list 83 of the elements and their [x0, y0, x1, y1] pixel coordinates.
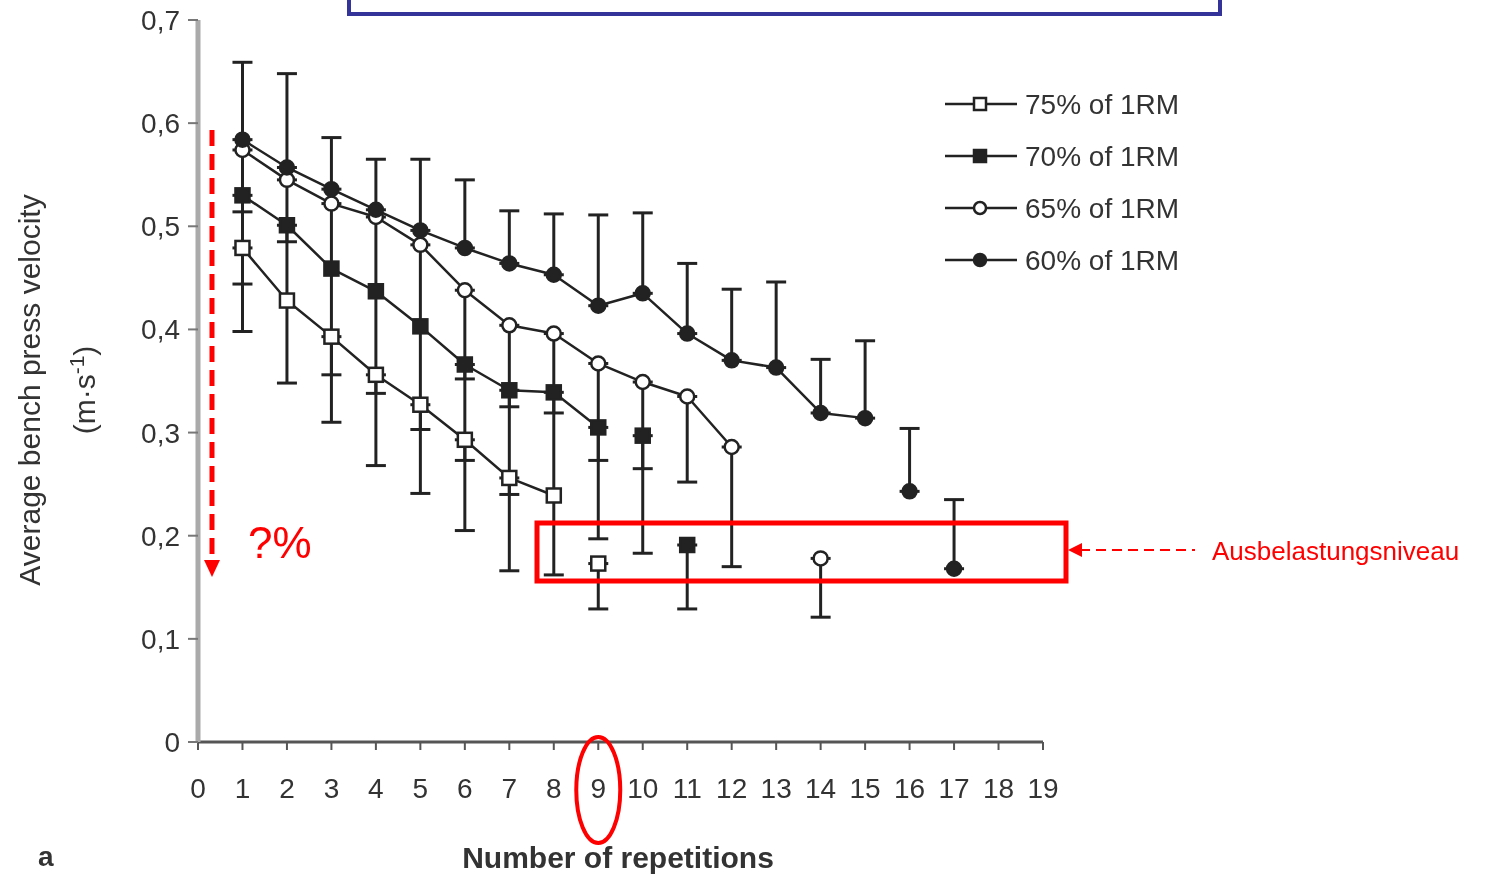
x-tick-label: 10 — [627, 772, 659, 804]
point — [456, 239, 474, 257]
point — [634, 373, 651, 391]
point — [456, 431, 474, 449]
y-tick-label: 0,2 — [141, 520, 180, 552]
point — [278, 217, 296, 234]
x-tick-label: 13 — [760, 772, 792, 804]
point — [278, 159, 296, 176]
text: Ausbelastungsniveau — [1212, 536, 1460, 566]
y-tick-label: 0,1 — [141, 623, 180, 655]
point — [412, 222, 429, 239]
point — [678, 388, 696, 405]
x-tick-label: 16 — [894, 772, 926, 804]
point — [901, 483, 918, 500]
x-tick-label: 11 — [672, 772, 702, 804]
point — [545, 487, 563, 504]
annotation: ?% — [248, 518, 312, 567]
x-tick-label: 1 — [234, 772, 251, 804]
point — [323, 180, 340, 198]
point — [456, 356, 474, 373]
x-tick-label: 7 — [501, 772, 518, 804]
point — [723, 438, 740, 456]
point — [501, 255, 518, 272]
x-tick-label: 9 — [590, 772, 607, 804]
x-tick-label: 3 — [323, 772, 340, 804]
x-tick-label: 6 — [457, 772, 473, 804]
text: a — [38, 841, 54, 872]
point — [323, 195, 340, 212]
x-tick-label: 14 — [805, 772, 837, 804]
point — [723, 352, 740, 369]
point — [412, 236, 429, 254]
x-tick-label: 12 — [716, 772, 748, 804]
point — [234, 187, 251, 204]
x-tick-label: 18 — [982, 772, 1015, 804]
point — [412, 318, 429, 335]
y-tick-label: 0,5 — [141, 211, 180, 243]
legend-label: 65% of 1RM — [1025, 193, 1180, 224]
point — [501, 317, 518, 334]
point — [278, 292, 296, 309]
legend-label: 70% of 1RM — [1025, 141, 1180, 172]
point — [590, 355, 607, 372]
point — [812, 550, 829, 567]
x-tick-label: 4 — [368, 772, 384, 804]
point — [234, 131, 251, 148]
point — [856, 409, 874, 427]
point — [456, 281, 474, 299]
y-tick-label: 0 — [164, 726, 180, 758]
point — [501, 469, 518, 487]
x-tick-label: 0 — [190, 772, 206, 804]
y-tick-label: 0,6 — [141, 108, 180, 140]
point — [678, 536, 696, 554]
point — [234, 239, 251, 257]
point — [545, 325, 563, 342]
point — [945, 560, 963, 577]
legend-label: 60% of 1RM — [1025, 245, 1180, 276]
x-tick-label: 2 — [279, 772, 295, 804]
point — [678, 325, 696, 342]
point — [501, 382, 518, 399]
x-tick-label: 17 — [938, 772, 970, 804]
x-tick-label: 8 — [546, 772, 562, 804]
point — [590, 419, 607, 436]
y-tick-label: 0,3 — [141, 417, 180, 449]
point — [367, 366, 385, 384]
point — [767, 359, 785, 376]
point — [590, 297, 607, 314]
x-tick-label: 15 — [849, 772, 881, 804]
x-axis-title: Number of repetitions — [462, 841, 774, 874]
point — [634, 285, 651, 302]
point — [323, 260, 340, 277]
x-tick-label: 19 — [1027, 772, 1059, 804]
y-tick-label: 0,7 — [141, 4, 180, 36]
legend-label: 75% of 1RM — [1025, 89, 1180, 120]
point — [812, 404, 829, 422]
point — [545, 266, 563, 284]
point — [367, 283, 385, 300]
point — [323, 328, 340, 345]
y-tick-label: 0,4 — [141, 314, 180, 346]
point — [590, 555, 607, 572]
point — [545, 384, 563, 401]
x-tick-label: 5 — [412, 772, 429, 804]
point — [367, 201, 385, 219]
point — [412, 396, 429, 413]
point — [634, 427, 651, 444]
